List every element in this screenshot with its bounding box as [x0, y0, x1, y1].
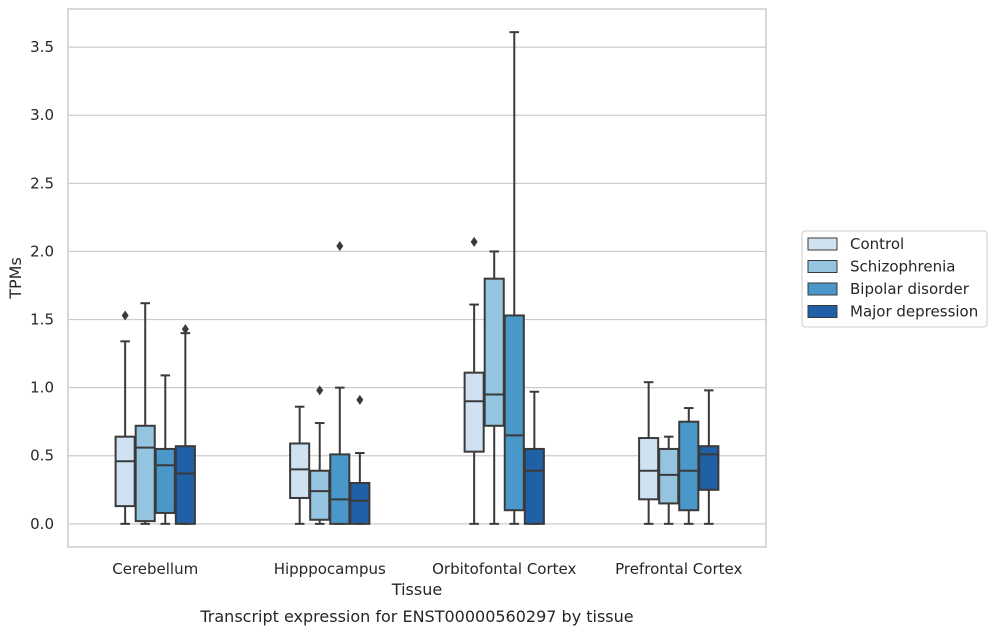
x-tick-label: Hipppocampus — [274, 560, 386, 578]
legend-label: Schizophrenia — [850, 258, 955, 276]
legend-label: Bipolar disorder — [850, 280, 970, 298]
box-body — [503, 314, 525, 512]
legend-swatch — [807, 282, 838, 296]
figure-caption: Transcript expression for ENST0000056029… — [199, 607, 633, 626]
box — [349, 394, 371, 525]
box — [463, 236, 485, 525]
box — [289, 405, 311, 525]
box — [154, 374, 176, 525]
plot-frame — [67, 8, 767, 548]
box — [483, 250, 505, 525]
legend-item: Bipolar disorder — [807, 280, 970, 298]
y-axis-title: TPMs — [6, 257, 25, 300]
box — [638, 381, 660, 525]
box — [503, 31, 525, 525]
box-body — [134, 424, 156, 523]
box-body — [309, 469, 331, 521]
box — [523, 390, 545, 525]
y-tick-label: 0.0 — [30, 515, 54, 533]
y-tick-label: 0.5 — [30, 447, 54, 465]
box — [698, 389, 720, 525]
x-axis-ticks: Cerebellum Hipppocampus Orbitofontal Corte… — [112, 560, 742, 578]
outlier-marker — [121, 310, 129, 321]
box — [678, 407, 700, 525]
box-body — [523, 447, 545, 525]
box — [309, 385, 331, 525]
legend-swatch — [807, 237, 838, 251]
legend-item: Control — [807, 235, 904, 253]
x-tick-label: Prefrontal Cortex — [615, 560, 742, 578]
outlier-marker — [336, 240, 344, 251]
box — [174, 324, 196, 525]
y-tick-label: 3.5 — [30, 38, 54, 56]
box-body — [463, 371, 485, 453]
y-tick-label: 1.5 — [30, 311, 54, 329]
y-tick-label: 2.0 — [30, 242, 54, 260]
box-body — [289, 442, 311, 499]
box-body — [349, 481, 371, 525]
legend-swatch — [807, 305, 838, 318]
box-body — [483, 277, 505, 427]
legend-item: Major depression — [807, 303, 978, 321]
box — [114, 310, 136, 525]
box — [134, 302, 156, 525]
box-body — [678, 420, 700, 512]
outlier-marker — [470, 236, 478, 247]
x-axis-title: Tissue — [391, 580, 442, 599]
outlier-marker — [181, 324, 189, 335]
x-tick-label: Orbitofontal Cortex — [432, 560, 576, 578]
x-tick-label: Cerebellum — [112, 560, 198, 578]
legend-frame — [801, 230, 988, 328]
box-body — [174, 445, 196, 525]
box-body — [638, 437, 660, 501]
legend-item: Schizophrenia — [807, 258, 955, 276]
outlier-marker — [316, 385, 324, 396]
y-tick-label: 1.0 — [30, 379, 54, 397]
outlier-marker — [356, 394, 364, 405]
box — [658, 435, 680, 525]
y-tick-label: 2.5 — [30, 174, 54, 192]
y-tick-label: 3.0 — [30, 106, 54, 124]
legend: Control Schizophrenia Bipolar disorder Majo… — [801, 230, 988, 328]
box-body — [329, 453, 351, 525]
box — [329, 240, 351, 525]
legend-label: Major depression — [850, 303, 978, 321]
box-body — [658, 447, 680, 505]
y-axis-ticks: 0.0 0.5 1.0 1.5 2.0 2.5 3.0 3.5 — [30, 38, 54, 533]
box-plot-area — [114, 31, 720, 525]
legend-label: Control — [850, 235, 904, 253]
box-body — [698, 445, 720, 491]
legend-swatch — [807, 260, 838, 273]
box-body — [114, 435, 136, 508]
box-body — [154, 447, 176, 514]
